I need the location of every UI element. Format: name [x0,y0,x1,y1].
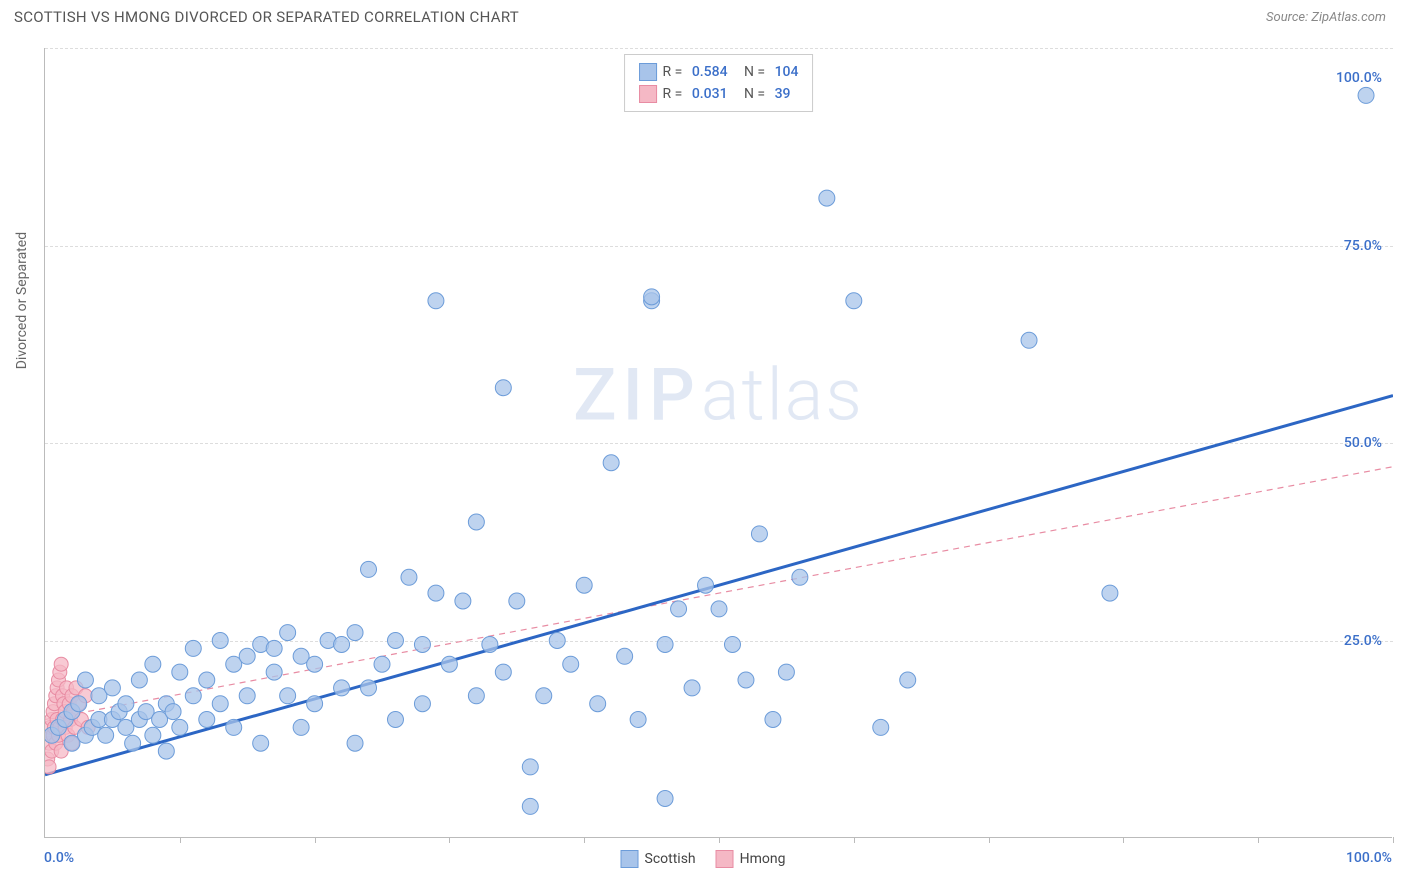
y-axis-title: Divorced or Separated [14,232,30,369]
n-label: N = [734,64,769,80]
n-value-scottish: 104 [775,64,799,80]
legend-series: Scottish Hmong [621,850,786,868]
legend-label-hmong: Hmong [740,851,786,867]
r-value-scottish: 0.584 [692,64,728,80]
chart-container: SCOTTISH VS HMONG DIVORCED OR SEPARATED … [0,0,1406,892]
header-bar: SCOTTISH VS HMONG DIVORCED OR SEPARATED … [0,0,1406,34]
r-value-hmong: 0.031 [692,86,728,102]
swatch-hmong [639,85,657,103]
legend-item-hmong: Hmong [716,850,786,868]
x-label-right: 100.0% [1346,850,1392,866]
swatch-scottish-b [621,850,639,868]
legend-label-scottish: Scottish [645,851,696,867]
plot-area: ZIPatlas 25.0% 50.0% 75.0% 100.0% R = 0.… [44,48,1392,838]
r-label: R = [663,86,686,102]
n-label: N = [734,86,769,102]
r-label: R = [663,64,686,80]
legend-row-scottish: R = 0.584 N = 104 [639,61,799,83]
legend-item-scottish: Scottish [621,850,696,868]
n-value-hmong: 39 [775,86,791,102]
x-label-left: 0.0% [44,850,74,866]
chart-title: SCOTTISH VS HMONG DIVORCED OR SEPARATED … [14,8,519,26]
swatch-scottish [639,63,657,81]
chart-source: Source: ZipAtlas.com [1266,10,1386,25]
legend-row-hmong: R = 0.031 N = 39 [639,83,799,105]
swatch-hmong-b [716,850,734,868]
scatter-svg [45,48,1393,838]
legend-stats: R = 0.584 N = 104 R = 0.031 N = 39 [624,54,814,112]
x-tick [1393,837,1394,843]
